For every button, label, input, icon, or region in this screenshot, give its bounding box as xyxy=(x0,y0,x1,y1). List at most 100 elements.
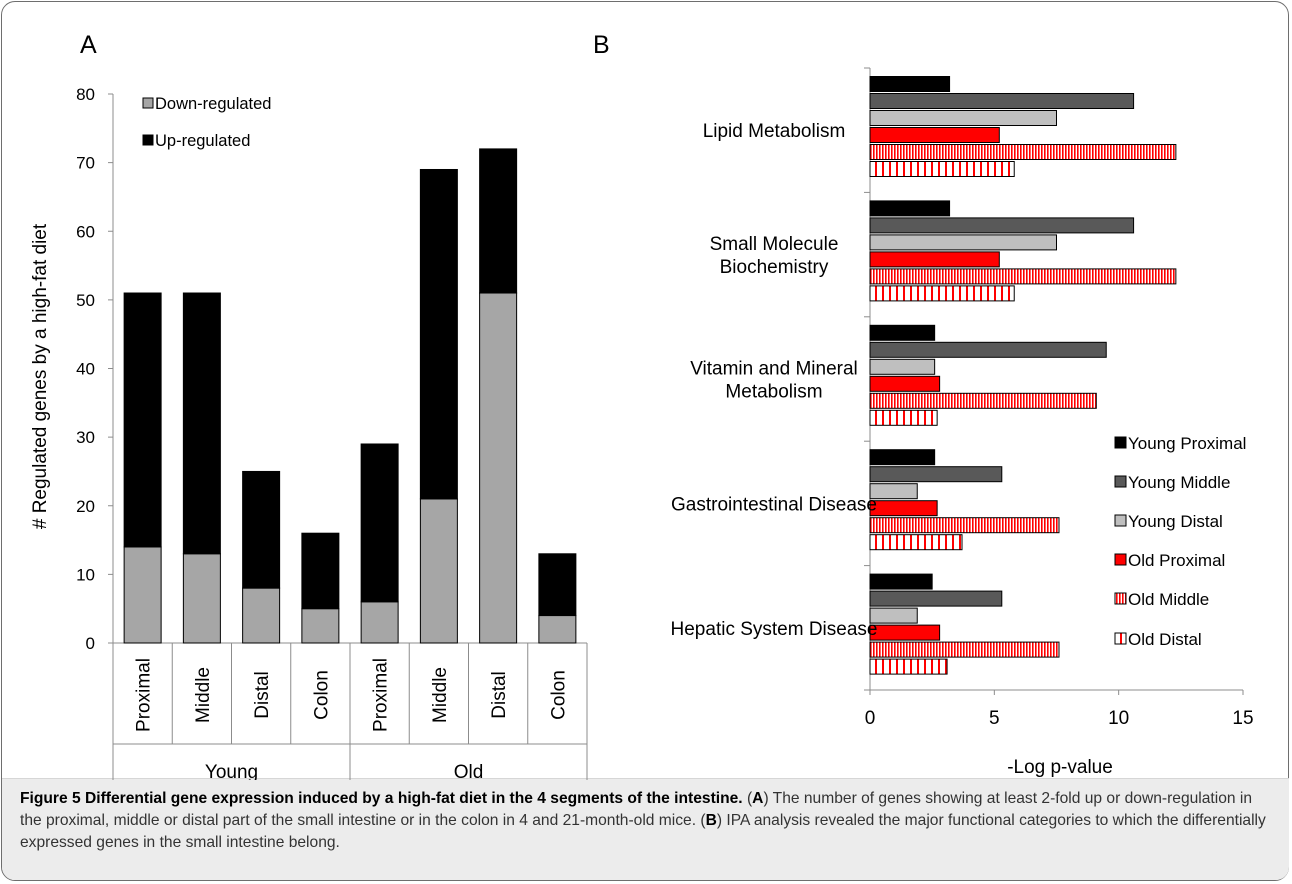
caption-text-3: ) IPA analysis revealed the major functi… xyxy=(20,812,1266,851)
bar-old-proximal xyxy=(869,624,941,641)
legend-swatch xyxy=(142,134,154,146)
legend-label: Down-regulated xyxy=(155,95,271,113)
y-tick-label: 20 xyxy=(76,497,95,516)
bar-old-middle xyxy=(869,641,1060,658)
bar-old-distal xyxy=(869,409,938,426)
bar-down-regulated xyxy=(479,292,518,644)
y-tick-label: 10 xyxy=(76,565,95,584)
y-axis-title: # Regulated genes by a high-fat diet xyxy=(30,223,51,529)
group-label: Old xyxy=(454,762,484,780)
bar-down-regulated xyxy=(538,615,577,644)
legend-label: Up-regulated xyxy=(155,132,250,150)
category-label: Metabolism xyxy=(725,382,822,403)
bar-young-distal xyxy=(869,358,936,375)
bar-young-middle xyxy=(869,466,1003,483)
x-tick-label: 10 xyxy=(1108,708,1129,729)
x-tick-label: Distal xyxy=(489,671,510,719)
caption-b-ref: B xyxy=(705,812,717,829)
bar-old-middle xyxy=(869,517,1060,534)
bar-down-regulated xyxy=(360,601,399,644)
x-tick-label: 0 xyxy=(865,708,876,729)
category-label: Lipid Metabolism xyxy=(703,121,846,142)
legend-swatch xyxy=(142,97,154,109)
bar-old-distal xyxy=(869,534,963,551)
bar-up-regulated xyxy=(479,148,518,294)
y-tick-label: 30 xyxy=(76,428,95,447)
bar-young-proximal xyxy=(869,200,951,217)
bar-young-middle xyxy=(869,341,1107,358)
bar-down-regulated xyxy=(419,498,458,644)
bar-old-distal xyxy=(869,285,1015,302)
bar-down-regulated xyxy=(182,553,221,644)
panel-a-label: A xyxy=(80,31,97,59)
x-tick-label: Colon xyxy=(548,670,569,720)
panel-b-label: B xyxy=(593,31,610,59)
category-label: Biochemistry xyxy=(720,257,829,278)
bar-old-middle xyxy=(869,268,1177,285)
bar-young-distal xyxy=(869,483,918,500)
figure-caption: Figure 5 Differential gene expression in… xyxy=(20,788,1275,854)
caption-text-1: ( xyxy=(742,790,753,807)
chart-a: 0 10 20 30 40 50 60 70 80 Proximal Middle Distal Col… xyxy=(30,85,588,780)
bar-young-proximal xyxy=(869,449,936,466)
y-tick-label: 0 xyxy=(86,634,95,653)
legend-swatch xyxy=(1114,632,1127,645)
bar-old-proximal xyxy=(869,500,938,517)
bar-old-proximal xyxy=(869,127,1000,143)
bar-up-regulated xyxy=(123,292,162,548)
bar-old-proximal xyxy=(869,375,941,392)
bar-down-regulated xyxy=(242,587,281,644)
bar-young-middle xyxy=(869,217,1135,234)
x-axis-title: -Log p-value xyxy=(1007,757,1113,778)
legend-swatch xyxy=(1114,514,1127,527)
caption-title: Figure 5 Differential gene expression in… xyxy=(20,790,743,807)
bar-down-regulated xyxy=(301,608,340,644)
x-tick-label: Colon xyxy=(311,670,332,720)
category-label: Gastrointestinal Disease xyxy=(671,494,877,515)
bar-up-regulated xyxy=(242,470,281,589)
bar-young-proximal xyxy=(869,76,951,92)
bar-young-middle xyxy=(869,590,1003,607)
legend-label: Old Proximal xyxy=(1128,551,1225,570)
legend-swatch xyxy=(1114,553,1127,566)
bar-up-regulated xyxy=(538,553,577,617)
legend-label: Old Distal xyxy=(1128,630,1202,649)
bar-young-distal xyxy=(869,234,1057,251)
y-tick-label: 40 xyxy=(76,360,95,379)
y-tick-label: 60 xyxy=(76,222,95,241)
bar-old-distal xyxy=(869,161,1015,177)
chart-b: 0 5 10 15 -Log p-value Lipid Metabolism Small … xyxy=(671,67,1254,778)
bar-up-regulated xyxy=(360,443,399,603)
bar-old-proximal xyxy=(869,251,1000,268)
bar-up-regulated xyxy=(182,292,221,555)
bar-young-distal xyxy=(869,110,1057,126)
x-tick-label: Middle xyxy=(193,667,214,723)
y-tick-label: 50 xyxy=(76,291,95,310)
legend-swatch xyxy=(1114,592,1127,605)
x-tick-label: Proximal xyxy=(134,658,155,732)
legend-label: Young Middle xyxy=(1128,473,1230,492)
bar-down-regulated xyxy=(123,546,162,644)
caption-background xyxy=(2,778,1289,880)
bar-old-middle xyxy=(869,392,1097,409)
y-tick-label: 70 xyxy=(76,154,95,173)
bar-young-distal xyxy=(869,607,918,624)
bar-young-proximal xyxy=(869,573,933,590)
caption-a-ref: A xyxy=(752,790,764,807)
x-tick-label: Distal xyxy=(252,671,273,719)
category-label: Vitamin and Mineral xyxy=(690,359,858,380)
bar-up-regulated xyxy=(419,168,458,500)
x-tick-label: 5 xyxy=(989,708,1000,729)
bar-young-proximal xyxy=(869,324,936,341)
x-tick-label: Proximal xyxy=(371,658,392,732)
category-label: Small Molecule xyxy=(710,234,839,255)
x-tick-label: Middle xyxy=(430,667,451,723)
group-label: Young xyxy=(205,762,258,780)
legend-label: Young Distal xyxy=(1128,512,1223,531)
caption-text-2: ) The number of genes showing at least 2… xyxy=(20,790,1253,829)
bar-up-regulated xyxy=(301,532,340,610)
y-tick-label: 80 xyxy=(76,85,95,104)
legend-label: Young Proximal xyxy=(1128,434,1246,453)
